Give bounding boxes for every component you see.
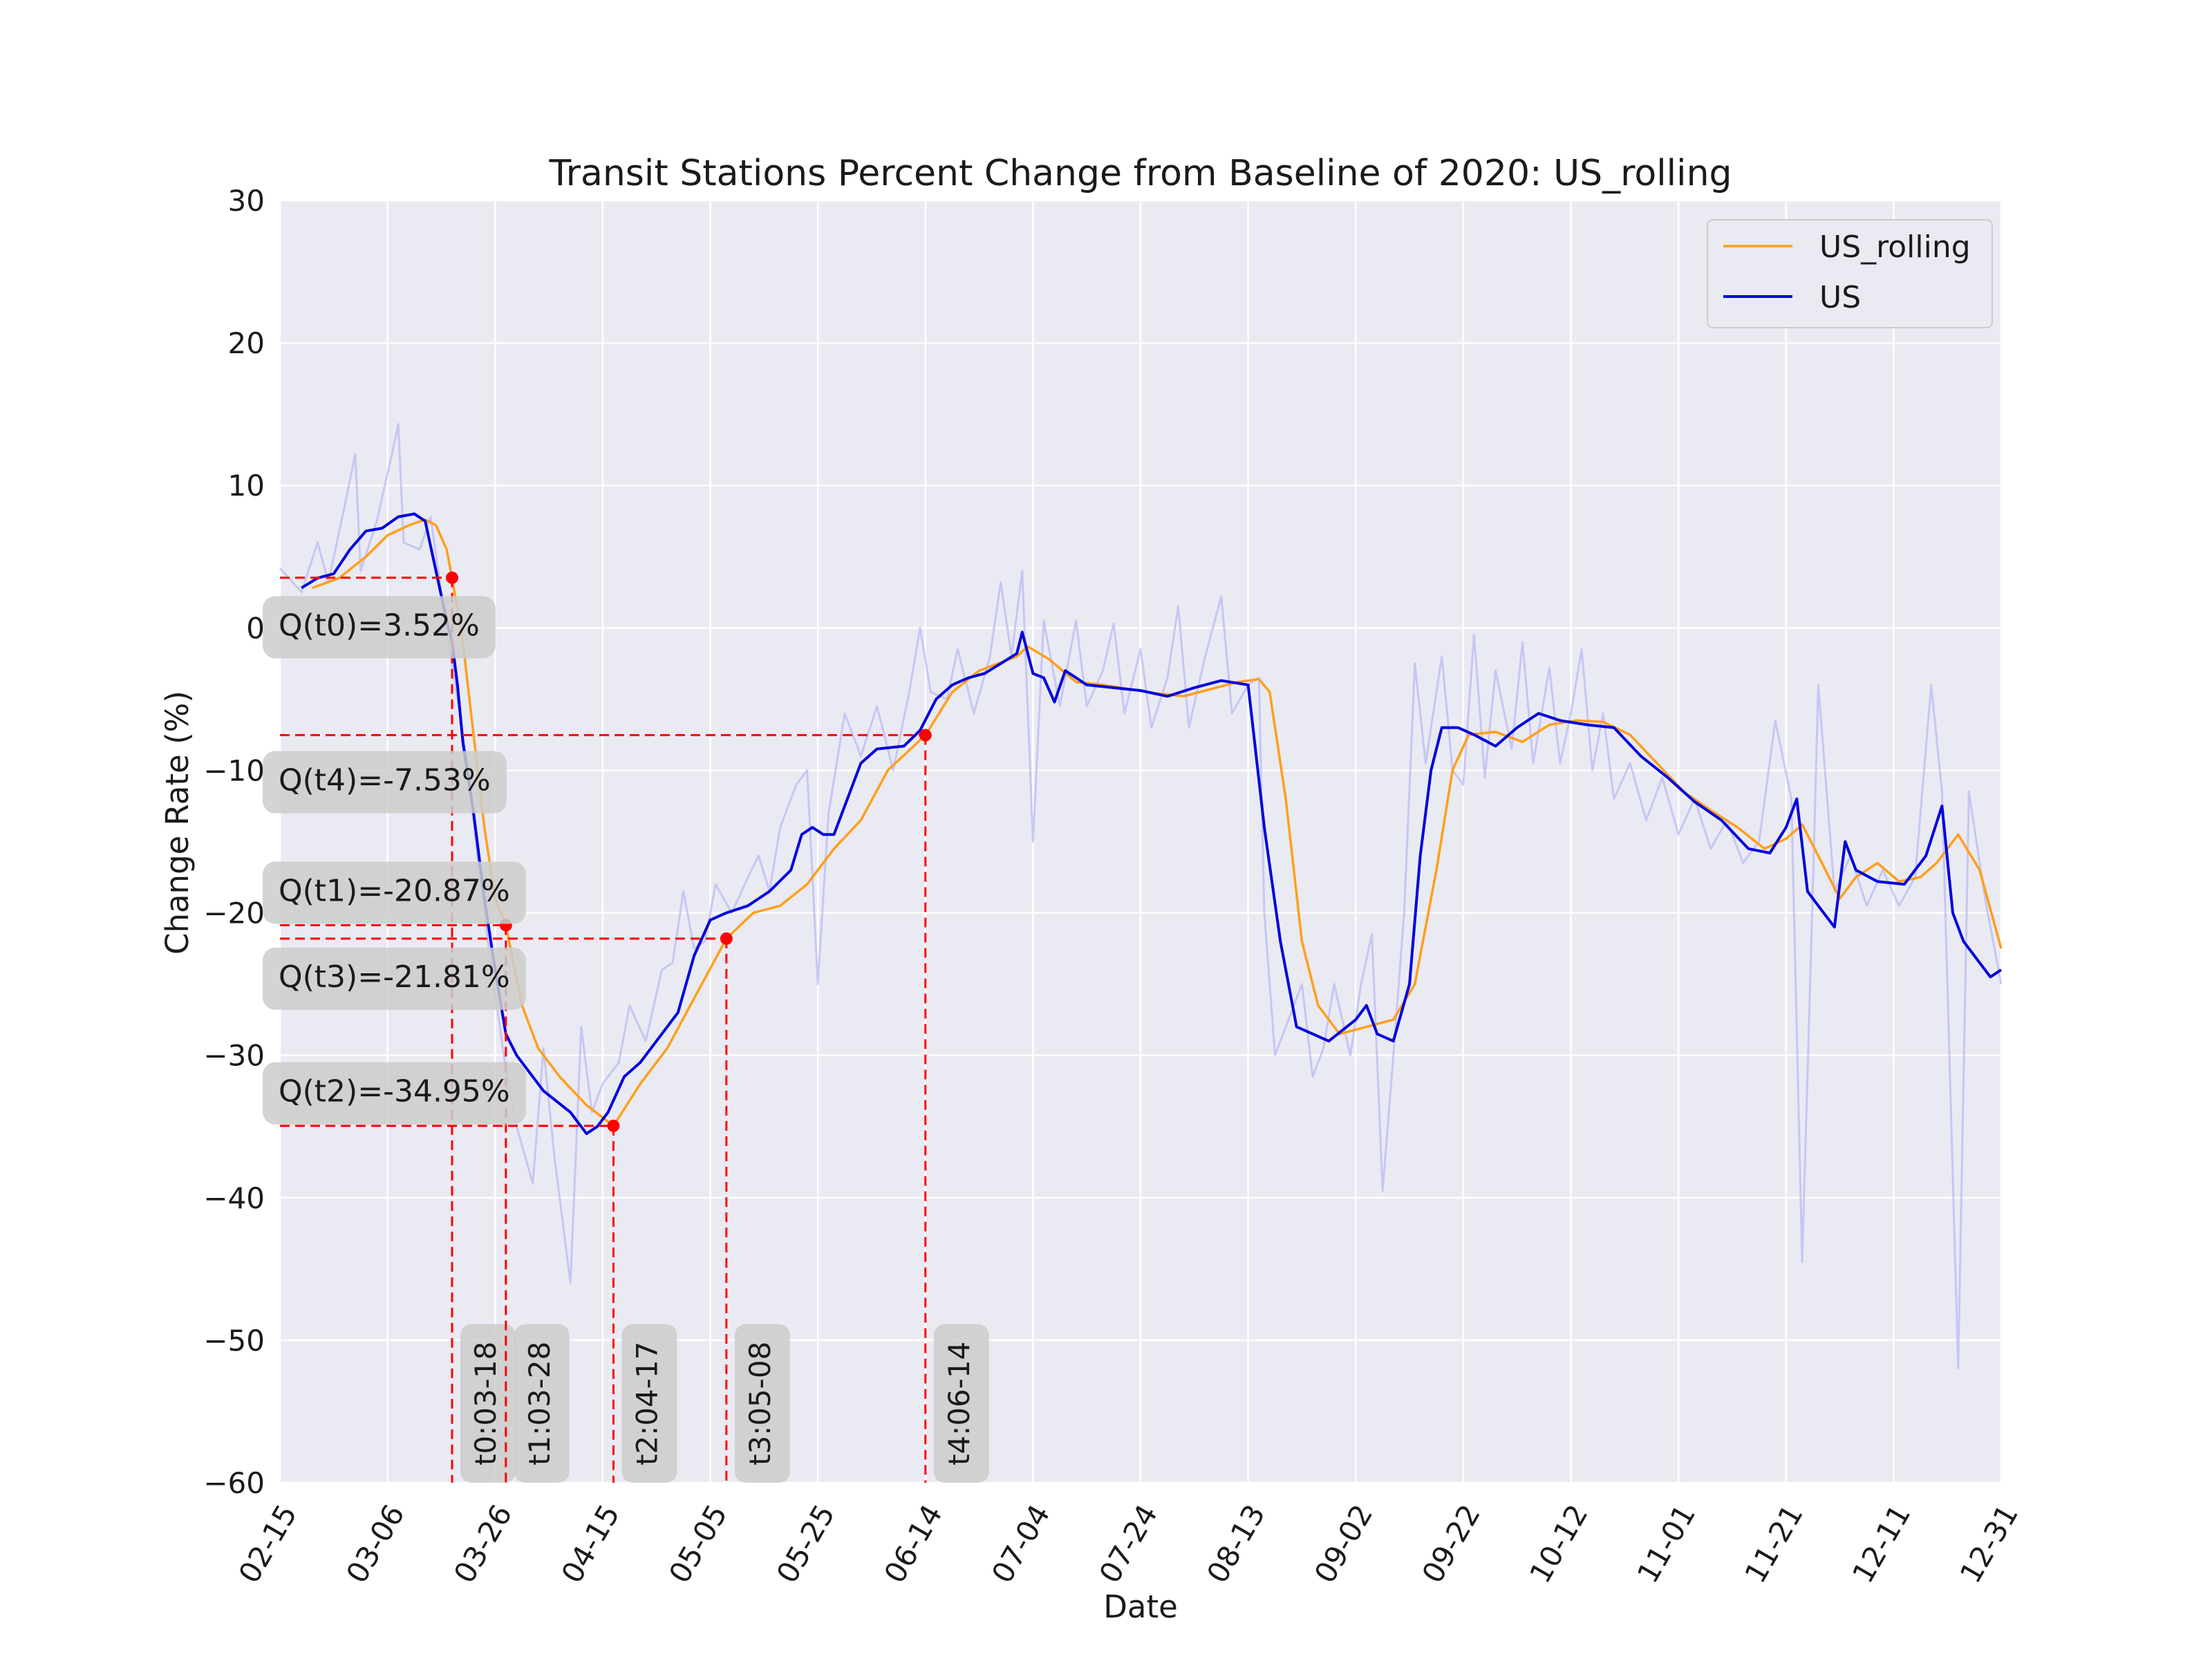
q-label-box-t2 [263,1062,526,1125]
q-label-box-t4 [263,751,507,814]
y-tick-label: 10 [228,469,265,503]
q-annotation-t0: Q(t0)=3.52% [263,596,496,659]
q-label-box-t1 [263,861,526,924]
date-annotation-t0: t0:03-18 [460,1324,516,1483]
y-tick-label: −60 [203,1466,265,1500]
y-tick-label: 30 [228,184,265,218]
date-annotation-t4: t4:06-14 [933,1324,989,1483]
date-label-box-t3 [734,1324,790,1483]
marker-t4 [919,729,932,742]
y-tick-label: −20 [203,897,265,930]
q-annotation-t1: Q(t1)=-20.87% [263,861,526,924]
date-label-t2: t2:04-17 [630,1342,664,1465]
q-label-t0: Q(t0)=3.52% [279,608,480,643]
q-label-t1: Q(t1)=-20.87% [279,873,510,908]
q-label-t2: Q(t2)=-34.95% [279,1074,510,1109]
q-annotation-t2: Q(t2)=-34.95% [263,1062,526,1125]
y-tick-label: 20 [228,326,265,360]
y-tick-label: −30 [203,1039,265,1073]
q-label-t4: Q(t4)=-7.53% [279,763,491,798]
marker-t3 [720,932,733,945]
y-tick-label: −40 [203,1181,265,1215]
series-line-raw [279,423,2003,1370]
q-annotation-t4: Q(t4)=-7.53% [263,751,507,814]
date-label-t3: t3:05-08 [743,1342,777,1465]
date-annotation-t3: t3:05-08 [734,1324,790,1483]
x-axis-label: Date [1103,1588,1178,1625]
q-label-t3: Q(t3)=-21.81% [279,959,510,995]
marker-t0 [446,571,458,584]
legend: US_rolling US [1707,219,1993,328]
marker-t2 [607,1119,620,1132]
date-label-box-t2 [621,1324,677,1483]
date-label-box-t0 [460,1324,516,1483]
date-label-t0: t0:03-18 [469,1342,503,1465]
q-label-box-t3 [263,947,526,1010]
legend-label: US_rolling [1819,229,1971,265]
y-tick-label: 0 [246,611,265,645]
date-annotation-t1: t1:03-28 [514,1324,570,1483]
date-label-t1: t1:03-28 [523,1342,556,1465]
chart-title: Transit Stations Percent Change from Bas… [548,153,1732,194]
q-annotation-t3: Q(t3)=-21.81% [263,947,526,1010]
date-label-t4: t4:06-14 [942,1342,976,1465]
series-line-us [301,512,2003,1135]
date-annotation-t2: t2:04-17 [621,1324,677,1483]
date-label-box-t4 [933,1324,989,1483]
y-tick-label: −10 [203,753,265,787]
q-label-box-t0 [263,596,496,659]
y-axis-label: Change Rate (%) [159,691,196,955]
legend-label: US [1819,280,1861,315]
y-tick-label: −50 [203,1324,265,1358]
date-label-box-t1 [514,1324,570,1483]
